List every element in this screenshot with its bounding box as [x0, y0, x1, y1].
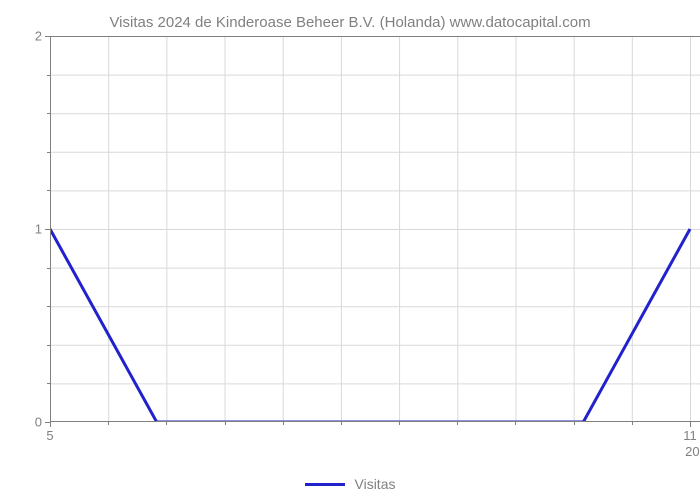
x-minor-tick-mark: [225, 422, 226, 425]
x-tick-mark: [50, 422, 51, 427]
x-minor-tick-mark: [632, 422, 633, 425]
chart-legend: Visitas: [0, 476, 700, 492]
y-minor-tick-mark: [47, 345, 50, 346]
plot-area: [50, 36, 700, 422]
x-minor-tick-mark: [166, 422, 167, 425]
y-minor-tick-mark: [47, 113, 50, 114]
x-minor-tick-mark: [341, 422, 342, 425]
y-minor-tick-mark: [47, 190, 50, 191]
y-minor-tick-mark: [47, 383, 50, 384]
y-tick-label: 0: [12, 415, 42, 430]
x-minor-tick-mark: [457, 422, 458, 425]
x-minor-tick-mark: [108, 422, 109, 425]
y-minor-tick-mark: [47, 306, 50, 307]
x-minor-tick-mark: [399, 422, 400, 425]
x-minor-tick-mark: [574, 422, 575, 425]
y-tick-mark: [45, 36, 50, 37]
x-tick-mark: [690, 422, 691, 427]
chart-title: Visitas 2024 de Kinderoase Beheer B.V. (…: [0, 14, 700, 31]
legend-label: Visitas: [355, 476, 396, 492]
x-tick-label-right-below: 202: [685, 444, 700, 459]
legend-swatch: [305, 483, 345, 486]
x-tick-label-left: 5: [46, 428, 53, 443]
y-minor-tick-mark: [47, 268, 50, 269]
y-minor-tick-mark: [47, 152, 50, 153]
x-tick-label-right: 11: [683, 428, 697, 443]
x-minor-tick-mark: [283, 422, 284, 425]
y-minor-tick-mark: [47, 75, 50, 76]
x-minor-tick-mark: [515, 422, 516, 425]
y-tick-mark: [45, 229, 50, 230]
y-tick-label: 2: [12, 29, 42, 44]
visits-line-chart: Visitas 2024 de Kinderoase Beheer B.V. (…: [0, 0, 700, 500]
plot-border: [50, 36, 700, 422]
y-tick-label: 1: [12, 222, 42, 237]
